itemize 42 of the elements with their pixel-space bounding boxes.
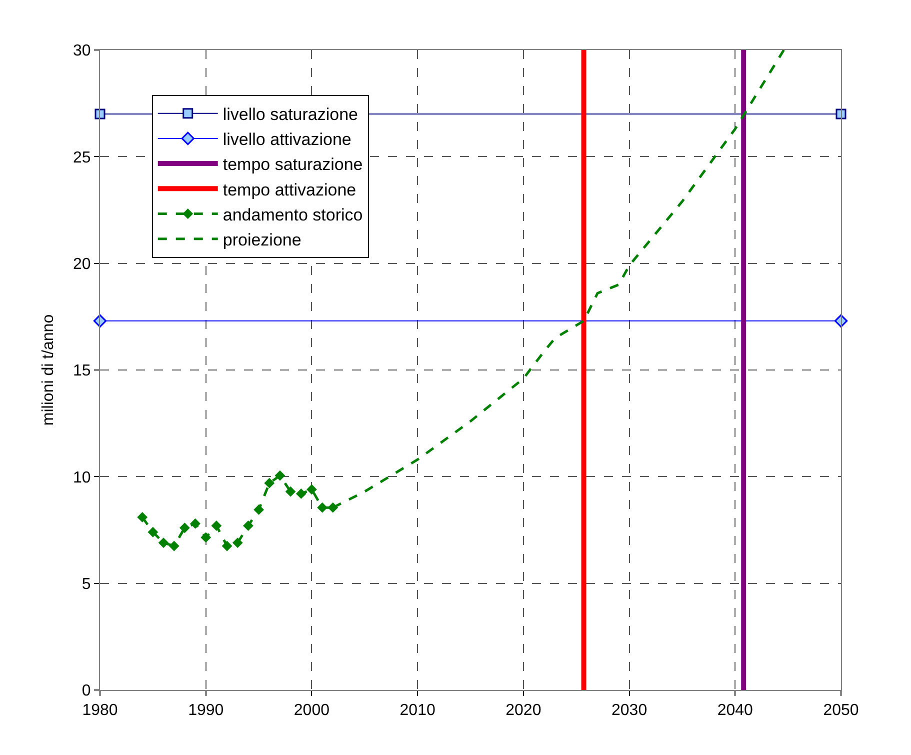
point bbox=[254, 504, 264, 515]
point bbox=[94, 108, 106, 120]
x-tick-label: 2030 bbox=[611, 702, 648, 720]
point bbox=[137, 512, 148, 522]
point bbox=[168, 540, 180, 552]
y-tick-label: 0 bbox=[82, 682, 91, 700]
legend-label: tempo attivazione bbox=[222, 180, 356, 200]
x-tick-label: 2020 bbox=[506, 702, 542, 720]
point bbox=[243, 520, 254, 531]
point bbox=[296, 488, 306, 499]
point bbox=[232, 538, 243, 548]
point bbox=[264, 478, 275, 488]
x-tick-label: 2010 bbox=[400, 702, 436, 720]
y-tick-label: 15 bbox=[73, 362, 91, 380]
x-tick-label: 1990 bbox=[188, 702, 224, 720]
point bbox=[179, 522, 190, 534]
point bbox=[190, 518, 200, 529]
legend-label: tempo saturazione bbox=[222, 155, 363, 174]
point bbox=[158, 538, 169, 548]
point bbox=[211, 520, 222, 531]
point bbox=[222, 540, 232, 552]
x-tick-label: 2040 bbox=[717, 702, 754, 720]
legend-label: livello attivazione bbox=[222, 130, 352, 150]
x-tick-label: 2050 bbox=[823, 702, 859, 720]
y-tick-label: 25 bbox=[73, 149, 91, 166]
point bbox=[200, 532, 212, 543]
x-tick-label: 2000 bbox=[294, 702, 330, 720]
point bbox=[148, 526, 158, 538]
y-axis-title: milioni di t/anno bbox=[40, 314, 57, 426]
point bbox=[317, 502, 328, 513]
point bbox=[285, 486, 296, 497]
y-tick-label: 30 bbox=[73, 42, 91, 60]
legend-label: andamento storico bbox=[222, 205, 363, 224]
legend-label: livello saturazione bbox=[222, 104, 358, 124]
x-tick-label: 1980 bbox=[82, 702, 118, 720]
legend-label: proiezione bbox=[222, 230, 302, 250]
point bbox=[836, 108, 846, 120]
point bbox=[306, 484, 317, 495]
y-tick-label: 5 bbox=[82, 576, 91, 593]
y-tick-label: 10 bbox=[73, 469, 91, 486]
y-tick-label: 20 bbox=[73, 256, 91, 273]
point bbox=[274, 470, 286, 481]
